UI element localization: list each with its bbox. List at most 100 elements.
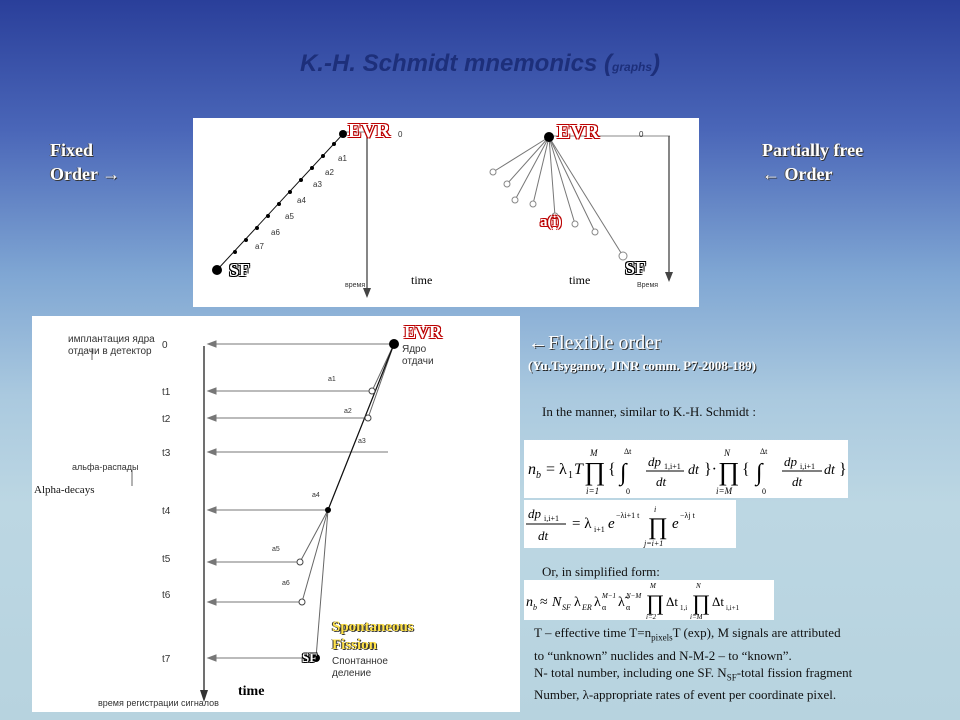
svg-text:dp: dp (648, 454, 662, 469)
svg-text:i,i+1: i,i+1 (544, 514, 559, 523)
svg-text:M−1: M−1 (601, 592, 616, 600)
alpha-label: a1 (338, 154, 347, 163)
note-line: to “unknown” nuclides and N-M-2 – to “kn… (534, 647, 792, 663)
svg-text:ER: ER (581, 603, 592, 612)
svg-text:∏: ∏ (692, 590, 710, 615)
svg-text:e: e (608, 516, 615, 532)
alpha-label: a5 (272, 546, 280, 553)
implant-label: имплантация ядра отдачи в детектор (68, 334, 155, 357)
time-label: time (411, 273, 433, 287)
chain-node (310, 166, 314, 170)
svg-text:∏: ∏ (648, 514, 668, 540)
formula-simplified: n b ≈ N SF λ ER λ α M−1 λ̃ α N−M ∏ M i=2… (524, 580, 774, 621)
svg-text:i=2: i=2 (646, 613, 657, 620)
alpha-node (529, 200, 537, 208)
partially-free-diagram: EVR 0 a(i) SF Время time (455, 118, 699, 307)
svg-text:n: n (526, 595, 533, 610)
sf-node (212, 265, 222, 275)
svg-text:}·: }· (704, 461, 717, 478)
svg-text:i,i+1: i,i+1 (800, 462, 815, 471)
alpha-decays-label: Alpha-decays (34, 484, 95, 496)
svg-text:N: N (723, 448, 731, 458)
evr-label: EVR (348, 120, 391, 142)
sf-label: SF (625, 258, 647, 278)
svg-text:∏: ∏ (718, 457, 739, 486)
notes-text: T – effective time T=npixelsT (exp), M s… (534, 624, 954, 703)
vremya-label: время (345, 282, 366, 289)
chain-node (288, 190, 292, 194)
svg-text:n: n (528, 461, 536, 478)
svg-text:−λi+1 t: −λi+1 t (616, 511, 640, 520)
svg-text:α: α (626, 603, 631, 612)
alpha-label: a3 (358, 438, 366, 445)
svg-text:1: 1 (568, 470, 573, 481)
svg-text:λ: λ (574, 595, 581, 610)
chain-node (277, 202, 281, 206)
tick-label: t7 (162, 654, 171, 665)
chain-node (233, 250, 237, 254)
time-axis-arrow (665, 272, 673, 282)
formula-simplified-render: n b ≈ N SF λ ER λ α M−1 λ̃ α N−M ∏ M i=2… (526, 582, 740, 621)
svg-text:i=M: i=M (690, 613, 704, 620)
alpha-node (364, 414, 372, 422)
tick-label: t3 (162, 448, 171, 459)
alpha-node (551, 212, 559, 220)
svg-text:Δt: Δt (760, 447, 768, 456)
svg-text:{: { (742, 461, 750, 478)
alpha-label: a6 (282, 580, 290, 587)
flexible-order-diagram: имплантация ядра отдачи в детектор EVR Я… (32, 316, 520, 712)
svg-text:N: N (695, 582, 701, 590)
svg-text:M: M (589, 448, 598, 458)
partially-free-order-label: Partially free ← Order (762, 140, 864, 184)
chain-node (299, 178, 303, 182)
zero-tick-label: 0 (639, 130, 644, 139)
zero-tick-label: 0 (398, 130, 403, 139)
svg-text:i,i+1: i,i+1 (726, 604, 740, 612)
alpha-label: a2 (344, 408, 352, 415)
svg-text:α: α (602, 603, 607, 612)
note-line: N- total number, including one SF. NSF-t… (534, 664, 853, 683)
svg-text:≈: ≈ (540, 595, 548, 610)
evr-node (339, 130, 347, 138)
svg-text:i=M: i=M (716, 486, 733, 496)
time-axis-arrow (200, 690, 208, 702)
formula-nb: n b = λ 1 T ∏ M i=1 { ∫ Δt 0 dp 1,i+1 dt… (524, 440, 848, 498)
svg-text:i=1: i=1 (586, 486, 599, 496)
svg-text:{: { (608, 461, 616, 478)
svg-text:dt: dt (792, 474, 803, 489)
svg-text:−λj t: −λj t (680, 511, 696, 520)
time-label: time (569, 273, 591, 287)
alpha-node (489, 168, 497, 176)
formula-dp: dp i,i+1 dt = λ i+1 e −λi+1 t ∏ i j=i+1 … (524, 500, 736, 548)
svg-text:M: M (649, 582, 657, 590)
alpha-label: a1 (328, 376, 336, 383)
flexible-order-title: ←Flexible order (528, 332, 661, 354)
svg-text:Δt: Δt (712, 594, 724, 609)
svg-text:∫: ∫ (754, 460, 764, 487)
svg-text:∏: ∏ (646, 590, 664, 615)
alpha-label: a4 (297, 196, 306, 205)
evr-label: EVR (557, 121, 600, 143)
svg-text:dt: dt (656, 474, 667, 489)
chain-node (266, 214, 270, 218)
alpha-label: a4 (312, 492, 320, 499)
svg-text:dt: dt (824, 463, 836, 478)
svg-text:}: } (839, 461, 847, 478)
alpha-decays-ru-label: альфа-распады (72, 462, 139, 472)
sf-node (618, 251, 628, 261)
tick-label: t1 (162, 387, 171, 398)
svg-text:1,i: 1,i (680, 604, 687, 612)
chain-node (321, 154, 325, 158)
tick-label: t4 (162, 506, 171, 517)
spontaneous-fission-ru-label: Спонтанное деление (332, 656, 388, 679)
alpha-label: a5 (285, 212, 294, 221)
ai-label: a(i) (540, 214, 562, 230)
alpha-label: a2 (325, 168, 334, 177)
svg-text:N−M: N−M (625, 592, 642, 600)
alpha-node (571, 220, 579, 228)
fixed-order-graph (212, 130, 371, 298)
time-axis-arrow (363, 288, 371, 298)
alpha-label: a6 (271, 228, 280, 237)
spontaneous-fission-label: Spontaneous Fission (332, 619, 414, 653)
chain-node (332, 142, 336, 146)
